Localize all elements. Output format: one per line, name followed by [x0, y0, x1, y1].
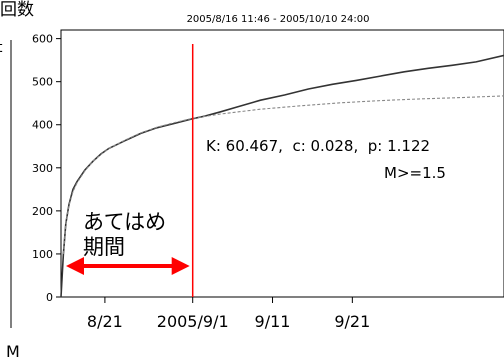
plot-frame [60, 29, 504, 298]
y-tick-label: 100 [32, 248, 53, 261]
y-tick-label: 600 [32, 33, 53, 46]
x-axis-ticks: 8/21 2005/9/1 9/11 9/21 [87, 297, 370, 331]
fit-period-arrow-left-head [66, 257, 84, 275]
left-bottom-fragment: M [6, 342, 20, 361]
y-axis-ticks: 0 100 200 300 400 500 600 [32, 33, 61, 304]
fit-period-arrow [66, 257, 190, 275]
fit-period-arrow-right-head [171, 257, 190, 275]
x-tick-label: 8/21 [87, 312, 123, 331]
left-edge-fragment: t [0, 40, 3, 56]
fit-period-label-1: あてはめ [83, 210, 166, 234]
y-axis-label: 回数 [0, 0, 34, 20]
y-tick-label: 0 [46, 291, 53, 304]
fit-period-label-2: 期間 [83, 235, 125, 259]
chart-title: 2005/8/16 11:46 - 2005/10/10 24:00 [187, 14, 370, 25]
y-tick-label: 400 [32, 119, 53, 132]
fit-params-line-1: K: 60.467, c: 0.028, p: 1.122 [206, 137, 430, 155]
fit-params-line-2: M>=1.5 [384, 164, 446, 182]
y-tick-label: 500 [32, 76, 53, 89]
y-tick-label: 300 [32, 162, 53, 175]
x-tick-label: 2005/9/1 [157, 312, 229, 331]
x-tick-label: 9/11 [255, 312, 291, 331]
x-tick-label: 9/21 [334, 312, 370, 331]
y-tick-label: 200 [32, 205, 53, 218]
